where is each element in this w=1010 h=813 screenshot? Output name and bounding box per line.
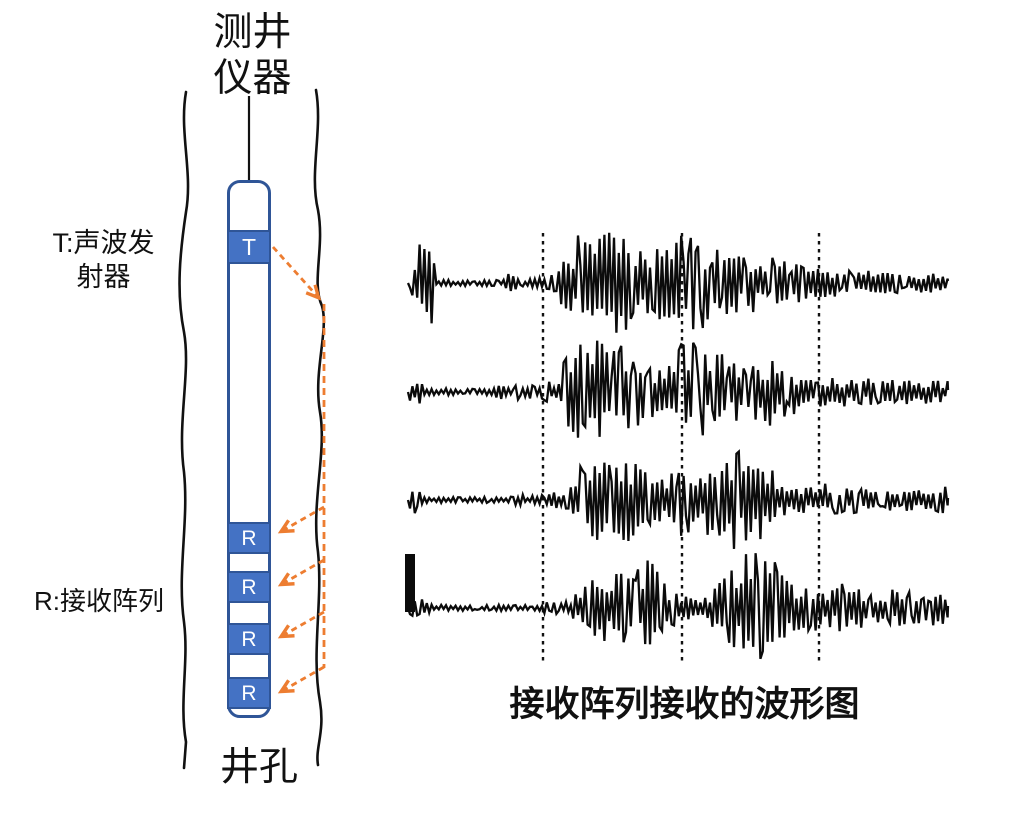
receiver-block-3: R bbox=[227, 623, 271, 655]
transmitter-label-line2: 射器 bbox=[76, 262, 131, 292]
borehole-wall-right bbox=[313, 88, 326, 767]
borehole-wall-left bbox=[178, 90, 190, 770]
receiver-block-2: R bbox=[227, 571, 271, 603]
receiver-letter: R bbox=[241, 681, 257, 705]
receiver-block-4: R bbox=[227, 677, 271, 709]
instrument-label-line2: 仪器 bbox=[213, 57, 292, 100]
sound-ray-to-receiver-4 bbox=[277, 665, 325, 694]
waveform-trace-r2 bbox=[406, 340, 950, 438]
sound-ray-to-receiver-3 bbox=[277, 610, 325, 639]
receiver-letter: R bbox=[241, 575, 257, 599]
waveform-trace-r4 bbox=[406, 553, 950, 660]
instrument-label-line1: 测井 bbox=[213, 11, 292, 54]
receiver-letter: R bbox=[241, 526, 257, 550]
waveform-trace-r1 bbox=[406, 232, 950, 333]
sound-ray-to-receiver-2 bbox=[277, 558, 325, 587]
logging-tool-body: T R R R R bbox=[227, 180, 271, 718]
transmitter-letter: T bbox=[241, 233, 257, 260]
sound-ray-transmitter-to-wall bbox=[271, 246, 322, 301]
borehole-label: 井孔 bbox=[219, 746, 298, 789]
transmitter-block: T bbox=[227, 230, 271, 264]
receiver-block-1: R bbox=[227, 522, 271, 554]
transmitter-label: T:声波发 射器 bbox=[26, 226, 181, 294]
instrument-label: 测井 仪器 bbox=[185, 10, 320, 102]
receiver-letter: R bbox=[241, 627, 257, 651]
waveform-caption: 接收阵列接收的波形图 bbox=[509, 685, 860, 724]
transmitter-label-line1: T:声波发 bbox=[52, 228, 155, 258]
receiver-array-label: R:接收阵列 bbox=[33, 586, 164, 616]
waveform-trace-r3 bbox=[406, 449, 950, 549]
trace-r4-onset-bar bbox=[405, 554, 415, 612]
sound-ray-to-receiver-1 bbox=[277, 505, 325, 534]
